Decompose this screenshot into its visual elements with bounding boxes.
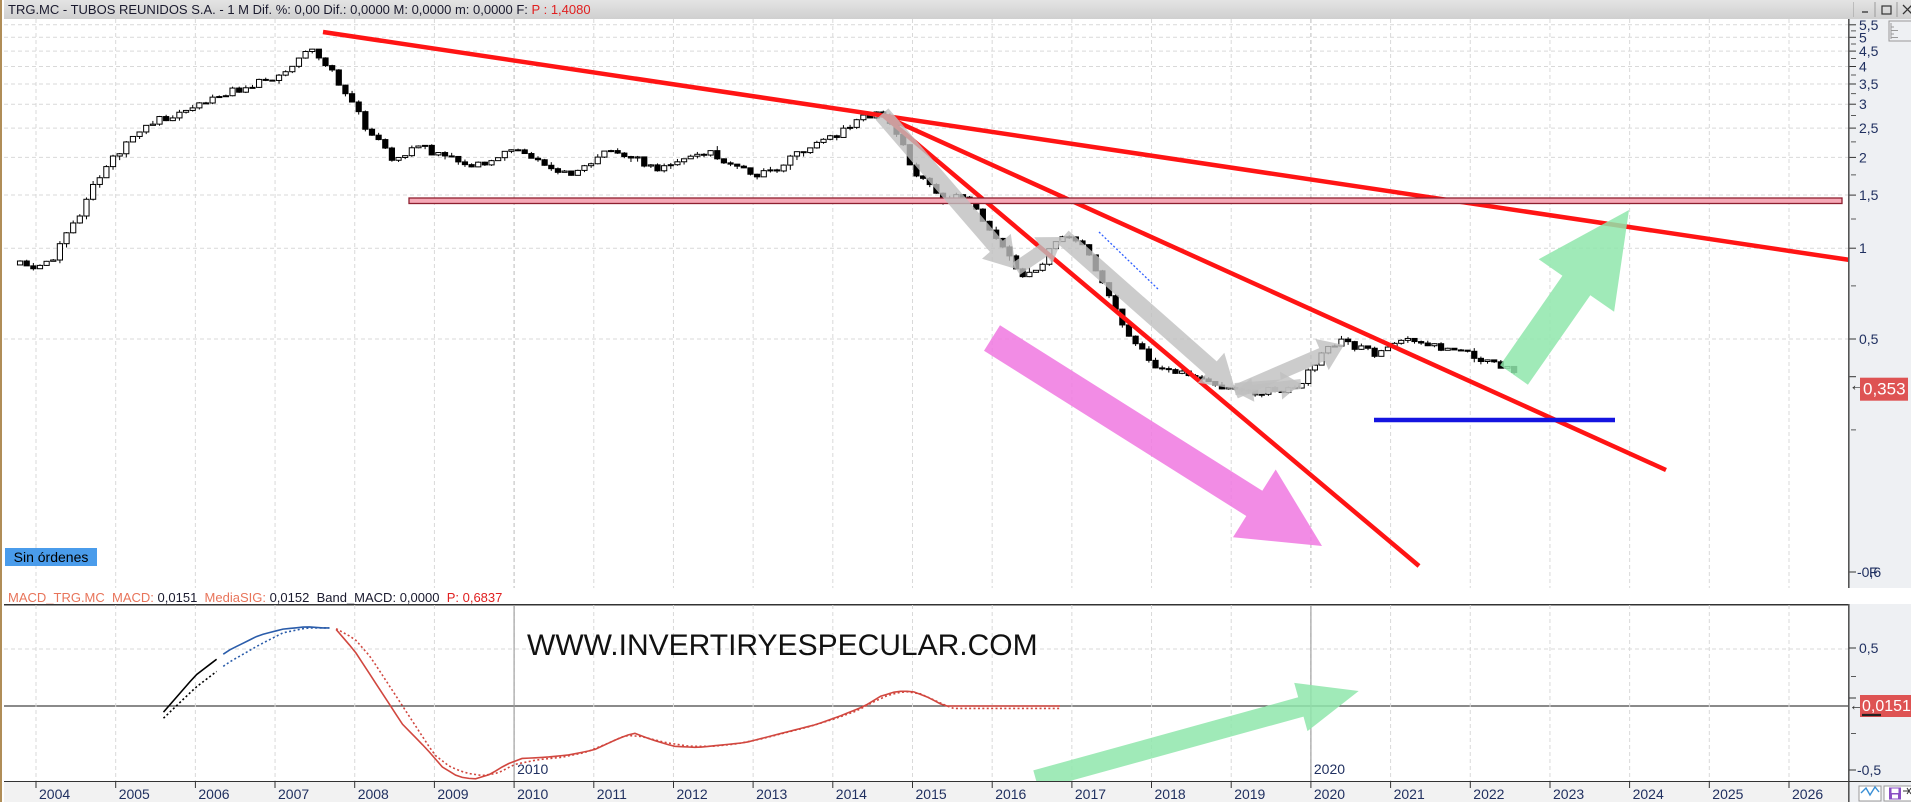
svg-text:2023: 2023	[1553, 786, 1584, 802]
svg-text:2: 2	[1859, 149, 1867, 165]
svg-text:2006: 2006	[198, 786, 229, 802]
svg-text:2,5: 2,5	[1859, 120, 1879, 136]
svg-text:2017: 2017	[1075, 786, 1106, 802]
svg-text:-0,5: -0,5	[1857, 762, 1881, 778]
svg-text:1,5: 1,5	[1859, 187, 1879, 203]
svg-text:2019: 2019	[1234, 786, 1265, 802]
svg-text:4: 4	[1859, 59, 1867, 75]
svg-text:2015: 2015	[916, 786, 947, 802]
svg-text:2011: 2011	[597, 786, 627, 802]
svg-text:0,353: 0,353	[1863, 380, 1906, 399]
svg-text:2012: 2012	[677, 786, 708, 802]
svg-text:0,5: 0,5	[1859, 640, 1879, 656]
svg-text:2013: 2013	[756, 786, 787, 802]
svg-text:0,0151: 0,0151	[1862, 698, 1911, 715]
svg-text:1: 1	[1859, 240, 1867, 256]
svg-text:2004: 2004	[39, 786, 70, 802]
svg-text:2018: 2018	[1155, 786, 1186, 802]
svg-text:2021: 2021	[1394, 786, 1425, 802]
svg-text:2009: 2009	[437, 786, 468, 802]
svg-text:2005: 2005	[119, 786, 150, 802]
svg-text:F: F	[1869, 564, 1878, 580]
svg-text:2020: 2020	[1314, 761, 1345, 777]
svg-text:3: 3	[1859, 96, 1867, 112]
svg-text:2026: 2026	[1792, 786, 1823, 802]
svg-text:2025: 2025	[1712, 786, 1743, 802]
svg-text:2008: 2008	[358, 786, 389, 802]
svg-text:2022: 2022	[1473, 786, 1504, 802]
svg-text:2024: 2024	[1633, 786, 1664, 802]
svg-text:2014: 2014	[836, 786, 867, 802]
svg-text:2020: 2020	[1314, 786, 1345, 802]
svg-text:2007: 2007	[278, 786, 309, 802]
svg-text:0,5: 0,5	[1859, 331, 1879, 347]
svg-text:WWW.INVERTIRYESPECULAR.COM: WWW.INVERTIRYESPECULAR.COM	[527, 629, 1038, 662]
svg-text:3,5: 3,5	[1859, 76, 1879, 92]
svg-text:4,5: 4,5	[1859, 43, 1879, 59]
svg-text:2016: 2016	[995, 786, 1026, 802]
svg-text:2010: 2010	[517, 786, 548, 802]
